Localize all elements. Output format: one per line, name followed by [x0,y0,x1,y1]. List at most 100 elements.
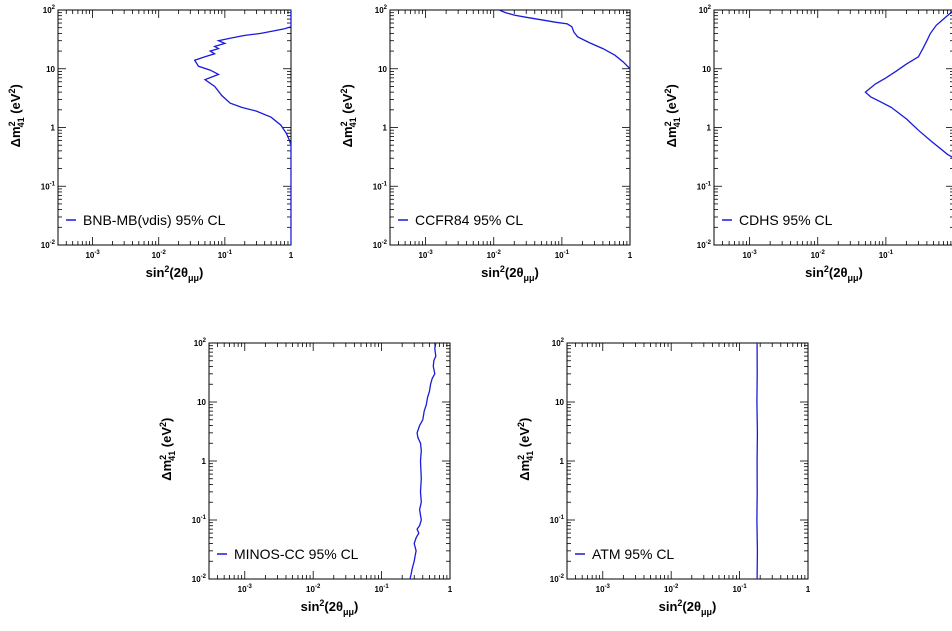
x-tick-label: 10-3 [418,250,433,260]
y-axis-label: Δm241 (eV2) [663,84,682,147]
x-label-end: ) [535,265,539,280]
y-label-sup2: 2 [663,89,673,94]
x-label-mid: (2θ [682,599,701,614]
x-tick-exponent: -2 [673,584,679,590]
x-tick-base: 10 [879,251,888,260]
y-tick-base: 10 [192,575,201,584]
y-label-end: ) [517,418,532,422]
y-label-post: (eV [8,93,23,117]
series-line [193,10,291,245]
y-tick-exponent: 2 [52,5,56,11]
chart-panel-3: 10-3 10-2 10-110-210-1110102sin2(2θμμ)Δm24… [663,5,952,283]
y-tick-base: 10 [378,65,387,74]
x-tick-exponent: -1 [888,250,894,256]
y-tick-base: 10 [197,398,206,407]
x-label-main: sin [301,599,320,614]
y-label-pre: Δm [159,460,174,481]
y-tick-label: 1 [560,457,565,466]
x-tick-exponent: -1 [741,584,747,590]
y-label-end: ) [8,84,23,88]
x-label-end: ) [354,599,358,614]
chart-panel-1: 10-3 10-2 10-1 110-210-1110102sin2(2θμμ)Δm2… [7,5,294,283]
x-tick-base: 1 [628,251,633,260]
y-tick-base: 10 [46,65,55,74]
legend-label: BNB-MB(νdis) 95% CL [83,212,226,228]
x-label-end: ) [712,599,716,614]
y-tick-base: 10 [697,182,706,191]
x-axis-label: sin2(2θμμ) [301,598,359,617]
x-tick-base: 10 [596,585,605,594]
y-tick-exponent: -1 [706,181,712,187]
y-tick-base: 10 [702,65,711,74]
y-label-end: ) [664,84,679,88]
y-tick-exponent: -1 [50,181,56,187]
y-tick-base: 10 [552,339,561,348]
y-label-post: (eV [664,93,679,117]
x-tick-base: 10 [238,585,247,594]
y-label-post: (eV [517,427,532,451]
x-tick-label: 10-3 [238,584,253,594]
y-label-post: (eV [159,427,174,451]
series-line [756,343,759,579]
y-tick-base: 10 [43,6,52,15]
plot-frame [566,342,809,580]
x-tick-label: 10-3 [742,250,757,260]
y-tick-base: 1 [202,457,207,466]
y-tick-base: 10 [550,575,559,584]
y-label-sup: 2 [516,455,526,460]
x-tick-base: 10 [418,251,427,260]
y-label-end: ) [340,84,355,88]
legend-label: ATM 95% CL [592,546,674,562]
x-tick-label: 10-2 [306,584,321,594]
legend-label: CCFR84 95% CL [415,212,523,228]
x-tick-label: 10-1 [374,584,389,594]
legend-label: MINOS-CC 95% CL [234,546,359,562]
y-tick-base: 10 [697,241,706,250]
x-tick-base: 10 [374,585,383,594]
x-tick-label: 1 [289,251,294,260]
y-axis-label: Δm241 (eV2) [339,84,358,147]
y-label-sup2: 2 [158,422,168,427]
x-label-main: sin [146,265,165,280]
y-label-sub: 41 [16,117,26,127]
x-tick-label: 10-2 [664,584,679,594]
y-tick-exponent: -1 [201,515,207,521]
y-tick-base: 10 [550,516,559,525]
x-tick-label: 10-2 [811,250,826,260]
x-tick-exponent: -3 [427,250,433,256]
y-axis-label: Δm241 (eV2) [158,418,177,481]
x-tick-exponent: -2 [161,250,167,256]
y-tick-base: 10 [41,182,50,191]
y-tick-label: 10-1 [373,181,388,191]
x-tick-base: 10 [487,251,496,260]
y-label-sup: 2 [339,121,349,126]
x-label-sup: 2 [824,264,829,274]
x-label-sub: μμ [524,273,535,283]
x-axis-label: sin2(2θμμ) [659,598,717,617]
y-tick-exponent: 2 [708,5,712,11]
chart-panel-4: 10-3 10-2 10-1 110-210-1110102sin2(2θμμ)Δm2… [158,338,453,617]
y-tick-exponent: -2 [559,574,565,580]
y-tick-base: 10 [699,6,708,15]
x-label-mid: (2θ [169,265,188,280]
y-tick-exponent: -2 [50,240,56,246]
y-tick-base: 1 [560,457,565,466]
y-tick-label: 10-2 [41,240,56,250]
x-label-sup: 2 [677,598,682,608]
y-tick-exponent: -2 [201,574,207,580]
y-tick-label: 10-1 [697,181,712,191]
y-tick-label: 10 [702,65,711,74]
x-tick-base: 10 [732,585,741,594]
x-tick-label: 10-1 [879,250,894,260]
y-tick-base: 10 [373,241,382,250]
x-label-mid: (2θ [505,265,524,280]
y-tick-exponent: 2 [203,338,207,344]
y-tick-exponent: -2 [382,240,388,246]
y-tick-label: 10-1 [192,515,207,525]
x-label-sub: μμ [701,607,712,617]
y-tick-base: 10 [194,339,203,348]
y-tick-label: 1 [202,457,207,466]
x-axis-label: sin2(2θμμ) [146,264,204,283]
y-tick-label: 10 [197,398,206,407]
